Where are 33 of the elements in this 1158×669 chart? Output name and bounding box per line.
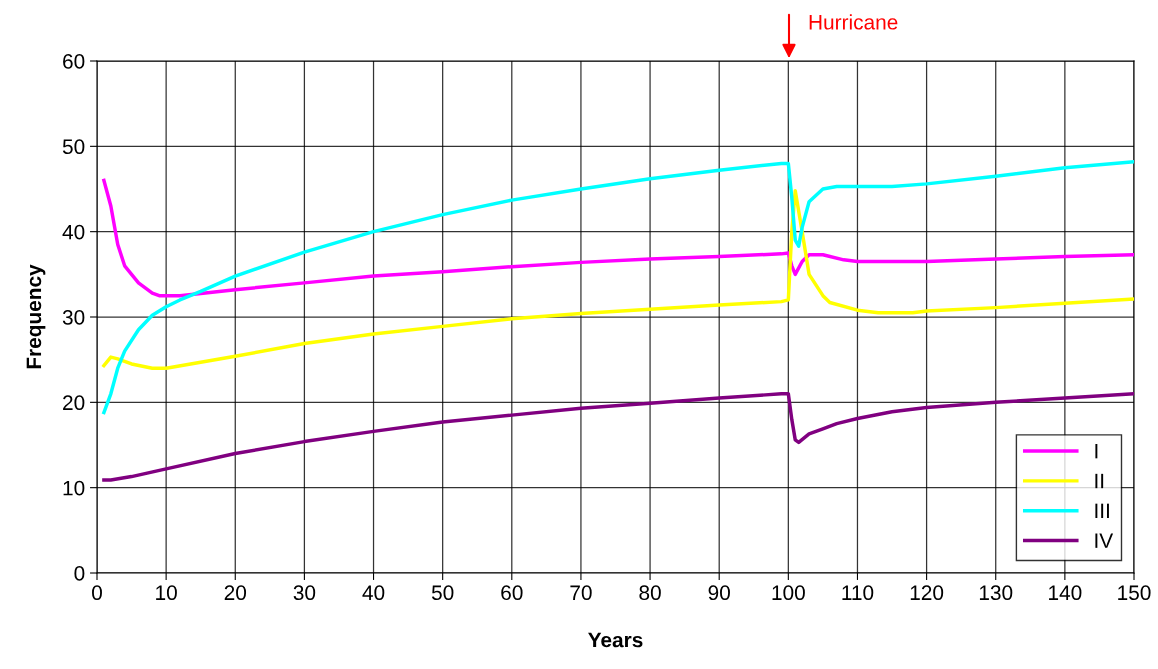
- x-tick-label: 90: [708, 585, 730, 601]
- x-tick-label: 70: [570, 585, 592, 601]
- x-axis-title: Years: [588, 632, 643, 648]
- x-tick-label: 100: [772, 585, 805, 601]
- line-series: [102, 159, 1134, 415]
- x-tick-label: 40: [362, 585, 385, 601]
- line-series: [102, 188, 1134, 370]
- x-tick-label: 120: [910, 585, 944, 601]
- x-tick-label: 130: [979, 585, 1013, 601]
- x-tick-label: 110: [842, 585, 874, 601]
- x-tick-label: 0: [92, 585, 102, 601]
- legend-label: IV: [1095, 533, 1114, 548]
- x-tick-label: 10: [156, 585, 177, 601]
- y-axis-title: Frequency: [26, 264, 46, 369]
- y-tick-label: 60: [63, 54, 85, 69]
- x-tick-label: 30: [293, 585, 316, 601]
- x-tick-label: 80: [639, 585, 661, 601]
- x-tick-label: 60: [501, 585, 523, 601]
- line-series: [102, 178, 1134, 298]
- y-tick-label: 20: [63, 395, 85, 411]
- y-tick-label: 30: [62, 310, 85, 325]
- y-tick-label: 50: [62, 139, 85, 155]
- x-tick-label: 140: [1049, 585, 1082, 601]
- y-tick-label: 10: [63, 480, 85, 496]
- x-tick-label: 20: [224, 585, 247, 601]
- x-tick-label: 150: [1118, 585, 1151, 601]
- x-tick-label: 50: [431, 585, 454, 601]
- text: Hurricane: [809, 14, 898, 30]
- legend-label: I: [1095, 444, 1098, 459]
- legend-label: II: [1095, 473, 1104, 489]
- y-tick-label: 0: [74, 566, 85, 581]
- y-tick-label: 40: [62, 224, 85, 240]
- legend-label: III: [1095, 503, 1109, 519]
